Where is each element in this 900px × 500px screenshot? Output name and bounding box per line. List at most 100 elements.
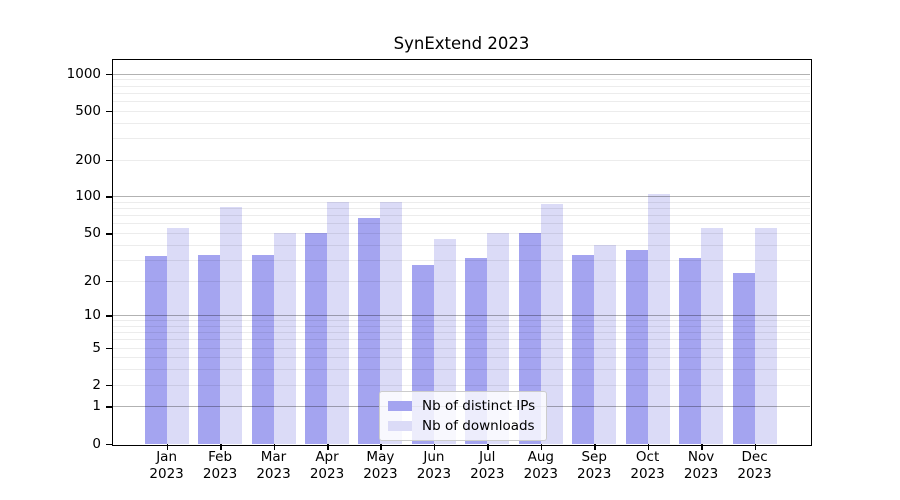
x-tick-label-year: 2023 xyxy=(577,466,612,482)
gridline-minor xyxy=(113,215,810,217)
x-tick-label: Dec 2023 xyxy=(723,449,787,483)
gridline-major xyxy=(113,73,810,75)
plot-area xyxy=(113,59,810,444)
y-axis-tick xyxy=(106,196,113,198)
bar-downloads-aug xyxy=(540,203,563,444)
x-tick-label-year: 2023 xyxy=(523,466,558,482)
x-tick-label-month: Jan xyxy=(156,449,177,465)
x-tick-label-year: 2023 xyxy=(309,466,345,482)
legend-label-downloads: Nb of downloads xyxy=(422,418,535,434)
bar-distinct-ips-sep xyxy=(572,254,595,444)
x-tick-label-year: 2023 xyxy=(416,466,452,482)
gridline-minor xyxy=(113,223,810,225)
y-tick-label: 200 xyxy=(75,151,101,168)
x-axis-tick xyxy=(166,444,169,450)
x-tick-label-year: 2023 xyxy=(470,466,505,482)
y-tick-label: 10 xyxy=(83,307,101,324)
x-axis-tick xyxy=(487,444,489,450)
bar-distinct-ips-aug xyxy=(518,233,541,444)
y-axis-tick xyxy=(106,110,113,113)
x-axis-tick xyxy=(594,444,596,450)
x-tick-label-year: 2023 xyxy=(630,466,665,482)
bar-downloads-sep xyxy=(594,244,617,444)
x-axis-tick xyxy=(540,444,543,450)
bar-distinct-ips-dec xyxy=(732,273,755,444)
gridline-minor xyxy=(113,159,810,161)
bar-distinct-ips-oct xyxy=(625,250,648,444)
x-tick-label-month: Oct xyxy=(635,449,660,465)
legend-item-downloads: Nb of downloads xyxy=(388,418,535,434)
bar-downloads-dec xyxy=(754,227,777,444)
y-axis-tick xyxy=(106,73,113,75)
y-tick-label: 20 xyxy=(83,272,101,289)
bar-downloads-jul xyxy=(487,233,510,444)
x-axis-tick xyxy=(433,444,436,450)
x-axis-tick xyxy=(647,444,650,450)
y-tick-label: 500 xyxy=(75,102,101,119)
y-axis-tick xyxy=(106,384,113,387)
x-tick-label-month: Sep xyxy=(581,449,607,465)
y-tick-label: 5 xyxy=(92,339,101,356)
x-tick-label: Jul 2023 xyxy=(455,449,519,483)
bar-distinct-ips-mar xyxy=(251,254,274,444)
x-tick-label: Aug 2023 xyxy=(509,449,573,483)
legend: Nb of distinct IPs Nb of downloads xyxy=(379,391,548,441)
y-tick-label: 0 xyxy=(92,435,101,452)
bar-downloads-mar xyxy=(273,233,296,444)
y-axis-tick xyxy=(106,406,113,408)
bar-downloads-may xyxy=(380,202,403,444)
gridline-major xyxy=(113,196,810,198)
x-tick-label-month: Dec xyxy=(741,449,768,465)
bar-downloads-jan xyxy=(166,227,189,444)
x-tick-label: May 2023 xyxy=(348,449,412,483)
bar-distinct-ips-jan xyxy=(144,256,167,444)
gridline-minor xyxy=(113,137,810,139)
legend-swatch-downloads xyxy=(388,421,412,431)
x-tick-label-year: 2023 xyxy=(737,466,772,482)
x-tick-label-month: Apr xyxy=(315,449,339,465)
x-axis-tick xyxy=(220,444,222,450)
x-tick-label-month: Nov xyxy=(687,449,715,465)
bar-downloads-apr xyxy=(327,202,349,444)
bar-downloads-nov xyxy=(701,227,724,444)
gridline-minor xyxy=(113,110,810,112)
y-tick-label: 1000 xyxy=(66,65,101,82)
x-axis-tick xyxy=(327,444,329,450)
legend-item-distinct-ips: Nb of distinct IPs xyxy=(388,398,535,414)
y-tick-label: 2 xyxy=(92,376,101,393)
legend-swatch-distinct-ips xyxy=(388,401,412,411)
bar-downloads-oct xyxy=(647,194,670,444)
x-tick-label: Jan 2023 xyxy=(135,449,199,483)
gridline-minor xyxy=(113,79,810,81)
x-tick-label-year: 2023 xyxy=(149,466,184,482)
x-tick-label: Oct 2023 xyxy=(616,449,680,483)
x-axis-tick xyxy=(754,444,757,450)
x-tick-label: Feb 2023 xyxy=(188,449,252,483)
x-tick-label-year: 2023 xyxy=(363,466,398,482)
x-tick-label: Mar 2023 xyxy=(242,449,306,483)
y-axis-tick xyxy=(106,347,113,350)
y-axis-tick xyxy=(106,280,113,282)
x-tick-label-year: 2023 xyxy=(202,466,238,482)
x-tick-label-month: Mar xyxy=(260,449,287,465)
bar-distinct-ips-nov xyxy=(679,257,702,444)
x-tick-label: Apr 2023 xyxy=(295,449,359,483)
x-tick-label-year: 2023 xyxy=(256,466,291,482)
chart-title: SynExtend 2023 xyxy=(393,34,530,53)
x-tick-label: Nov 2023 xyxy=(669,449,733,483)
gridline-minor xyxy=(113,100,810,102)
y-axis-tick xyxy=(106,315,113,317)
x-tick-label: Jun 2023 xyxy=(402,449,466,483)
legend-label-distinct-ips: Nb of distinct IPs xyxy=(422,398,536,414)
x-tick-label-year: 2023 xyxy=(683,466,719,482)
x-tick-label-month: Feb xyxy=(208,449,233,465)
x-tick-label-month: Aug xyxy=(527,449,554,465)
y-tick-label: 100 xyxy=(75,188,101,205)
bar-distinct-ips-feb xyxy=(198,254,221,444)
x-axis-tick xyxy=(380,444,382,450)
y-axis-tick xyxy=(106,233,113,235)
x-tick-label-month: Jun xyxy=(423,449,445,465)
x-axis-tick xyxy=(273,444,275,450)
y-tick-label: 50 xyxy=(83,225,101,241)
x-tick-label: Sep 2023 xyxy=(562,449,626,483)
